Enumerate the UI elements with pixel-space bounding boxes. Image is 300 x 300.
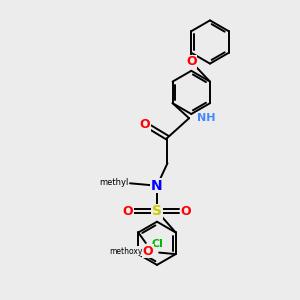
- Text: NH: NH: [196, 112, 215, 123]
- Text: S: S: [152, 204, 162, 218]
- Text: methoxy: methoxy: [109, 247, 143, 256]
- Text: N: N: [151, 179, 163, 193]
- Text: O: O: [123, 205, 133, 218]
- Text: O: O: [142, 244, 153, 258]
- Text: O: O: [140, 118, 150, 131]
- Text: methyl: methyl: [99, 178, 128, 187]
- Text: Cl: Cl: [151, 239, 163, 250]
- Text: O: O: [186, 55, 196, 68]
- Text: O: O: [181, 205, 191, 218]
